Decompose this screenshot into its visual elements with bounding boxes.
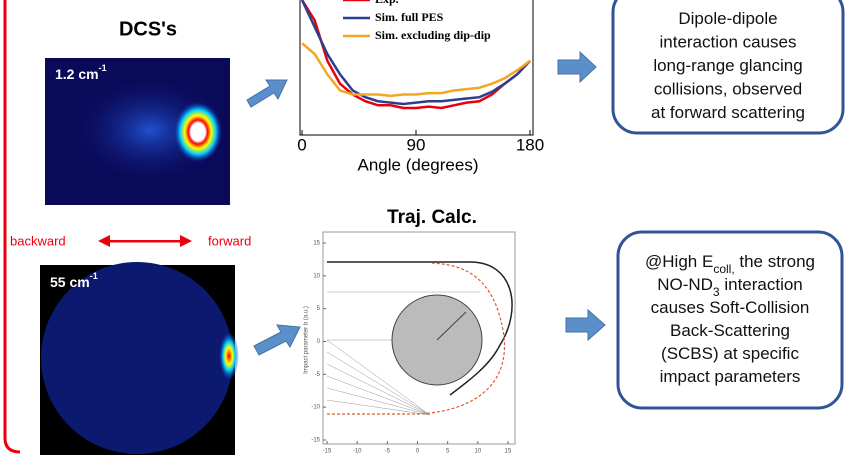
label-sup: -1 bbox=[99, 63, 107, 73]
traj-x-tick-label: -15 bbox=[323, 449, 332, 455]
label-text: 1.2 cm bbox=[55, 66, 99, 82]
box-text: interaction causes bbox=[659, 33, 796, 52]
box-text-part: the strong bbox=[735, 252, 815, 271]
panel-title: DCS's bbox=[119, 18, 177, 40]
double-arrow bbox=[98, 235, 192, 247]
traj-x-tick-label: 10 bbox=[474, 449, 481, 455]
direction-label: backward bbox=[10, 233, 66, 248]
box-text: long-range glancing bbox=[653, 56, 802, 75]
x-tick-label: 0 bbox=[297, 135, 306, 154]
label-sup: -1 bbox=[90, 271, 98, 281]
box-text-part: coll, bbox=[713, 262, 734, 276]
image-circle bbox=[41, 262, 233, 454]
label-text: 55 cm bbox=[50, 274, 90, 290]
traj-y-label: Impact parameter b (a.u.) bbox=[304, 306, 310, 374]
box-text: Back-Scattering bbox=[670, 321, 790, 340]
x-axis-label: Angle (degrees) bbox=[358, 155, 479, 174]
box-text-part: Back-Scattering bbox=[670, 321, 790, 340]
box-text-part: at forward scattering bbox=[651, 103, 805, 122]
box-text-part: (SCBS) at specific bbox=[661, 344, 799, 363]
traj-x-tick-label: 5 bbox=[446, 449, 450, 455]
box-text: causes Soft-Collision bbox=[651, 298, 810, 317]
box-text-part: interaction bbox=[720, 275, 803, 294]
traj-y-tick-label: 5 bbox=[317, 306, 321, 312]
box-text-part: Dipole-dipole bbox=[678, 9, 777, 28]
box-text: collisions, observed bbox=[654, 80, 802, 99]
traj-x-tick-label: 15 bbox=[505, 449, 512, 455]
box-text-part: NO-ND bbox=[657, 275, 713, 294]
slide: DCS's1.2 cm-155 cm-1backwardforward09018… bbox=[0, 0, 847, 455]
direction-label: forward bbox=[208, 233, 251, 248]
traj-title: Traj. Calc. bbox=[387, 207, 477, 228]
traj-y-tick-label: 15 bbox=[313, 241, 320, 247]
traj-x-tick-label: 0 bbox=[416, 449, 420, 455]
traj-x-tick-label: -10 bbox=[353, 449, 362, 455]
frame bbox=[5, 0, 20, 452]
box-text: Dipole-dipole bbox=[678, 9, 777, 28]
box-text-part: impact parameters bbox=[660, 367, 801, 386]
legend-label: Exp. bbox=[375, 0, 399, 6]
box-text-part: interaction causes bbox=[659, 33, 796, 52]
traj-y-tick-label: -5 bbox=[315, 372, 321, 378]
legend-label: Sim. full PES bbox=[375, 10, 444, 24]
box-text-part: @High E bbox=[645, 252, 713, 271]
traj-x-tick-label: -5 bbox=[385, 449, 391, 455]
traj-y-tick-label: 10 bbox=[313, 273, 320, 279]
traj-y-tick-label: -15 bbox=[311, 438, 320, 444]
box-text: (SCBS) at specific bbox=[661, 344, 799, 363]
legend-label: Sim. excluding dip-dip bbox=[375, 28, 491, 42]
traj-y-tick-label: -10 bbox=[311, 405, 320, 411]
box-text: impact parameters bbox=[660, 367, 801, 386]
box-text-part: causes Soft-Collision bbox=[651, 298, 810, 317]
box-text-part: long-range glancing bbox=[653, 56, 802, 75]
image-hotspot bbox=[174, 102, 222, 162]
image-hotspot bbox=[219, 332, 239, 380]
x-tick-label: 90 bbox=[407, 135, 426, 154]
traj-y-tick-label: 0 bbox=[317, 339, 321, 345]
box-text: at forward scattering bbox=[651, 103, 805, 122]
x-tick-label: 180 bbox=[516, 135, 544, 154]
page: DCS's1.2 cm-155 cm-1backwardforward09018… bbox=[0, 0, 847, 455]
box-text-part: collisions, observed bbox=[654, 80, 802, 99]
